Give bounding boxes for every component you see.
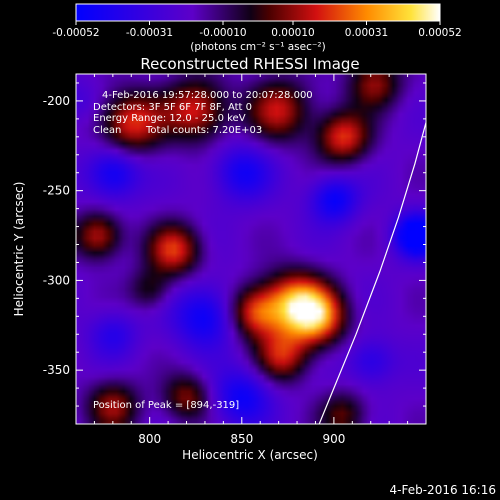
x-tick-label: 850: [230, 432, 253, 446]
colorbar-tick-label: -0.00031: [126, 27, 173, 39]
x-axis-label: Heliocentric X (arcsec): [182, 448, 318, 462]
y-tick-label: -250: [43, 184, 70, 198]
heatmap-image: [76, 74, 426, 424]
y-axis-label: Heliocentric Y (arcsec): [12, 182, 26, 317]
colorbar-tick-label: -0.00010: [199, 27, 246, 39]
annotation-energy-range: Energy Range: 12.0 - 25.0 keV: [93, 113, 246, 124]
colorbar-frame: [75, 3, 441, 22]
annotation-detectors: Detectors: 3F 5F 6F 7F 8F, Att 0: [93, 102, 252, 113]
plot-frame: [75, 73, 427, 425]
y-tick-label: -300: [43, 273, 70, 287]
footer-date: 4-Feb-2016 16:16: [390, 483, 496, 497]
colorbar-ticks: -0.00052 -0.00031 -0.00010 0.00010 0.00031 0.…: [52, 21, 462, 39]
annotation-algorithm: Clean: [93, 125, 121, 136]
axis-ticks: 800 850 900 -200 -250 -300 -350: [43, 74, 426, 446]
annotation-time-range: 4-Feb-2016 19:57:28.000 to 20:07:28.000: [102, 90, 313, 101]
y-tick-label: -350: [43, 363, 70, 377]
colorbar-tick-label: 0.00010: [271, 27, 314, 39]
solar-limb-line: [318, 122, 426, 424]
chart-title: Reconstructed RHESSI Image: [140, 55, 359, 73]
y-tick-label: -200: [43, 94, 70, 108]
colorbar-tick-label: 0.00052: [418, 27, 461, 39]
x-tick-label: 900: [322, 432, 345, 446]
annotation-total-counts: Total counts: 7.20E+03: [145, 125, 262, 136]
colorbar-tick-label: 0.00031: [345, 27, 388, 39]
colorbar: [76, 4, 440, 21]
colorbar-tick-label: -0.00052: [52, 27, 99, 39]
colorbar-label: (photons cm⁻² s⁻¹ asec⁻²): [190, 41, 325, 53]
annotation-peak-position: Position of Peak = [894,-319]: [93, 400, 239, 411]
x-tick-label: 800: [138, 432, 161, 446]
